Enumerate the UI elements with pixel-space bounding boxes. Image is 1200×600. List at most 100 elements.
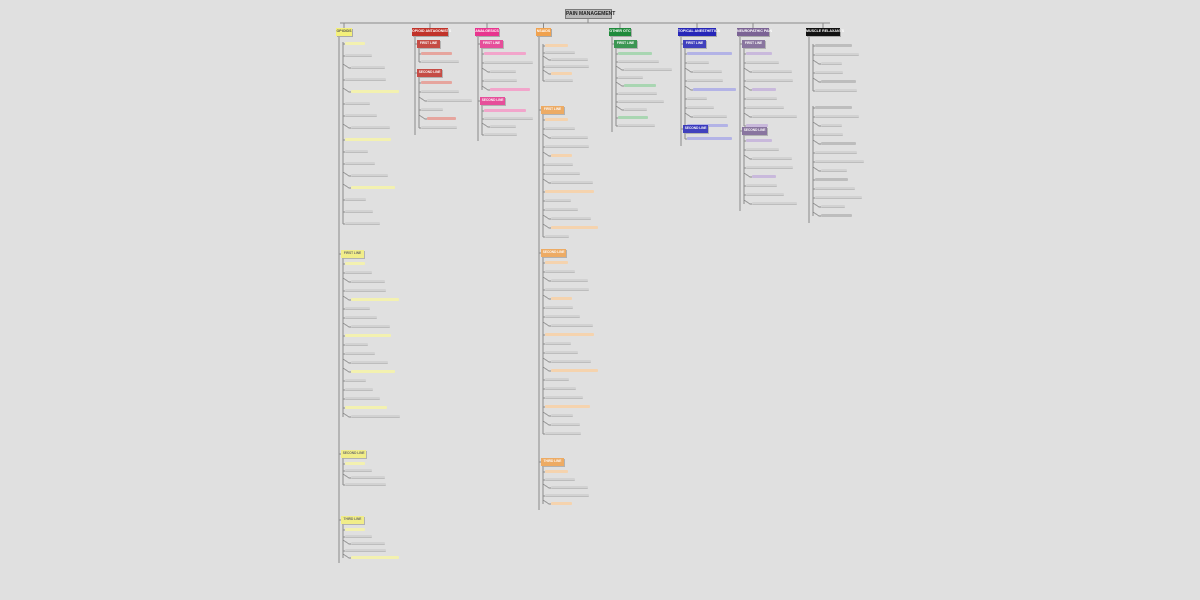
- leaf-muscle-relaxants-1-4[interactable]: [821, 142, 856, 145]
- leaf-analgesics-1-1[interactable]: [484, 117, 533, 120]
- category-analgesics[interactable]: ANALGESICS: [475, 28, 499, 36]
- leaf-other-otc-0-6[interactable]: [618, 100, 664, 103]
- leaf-nsaids-2-6[interactable]: [545, 315, 580, 318]
- leaf-opioids-0-10[interactable]: [345, 162, 375, 165]
- leaf-opioids-1-14[interactable]: [345, 388, 373, 391]
- leaf-opioids-1-13[interactable]: [345, 379, 366, 382]
- leaf-nsaids-2-7[interactable]: [551, 324, 593, 327]
- leaf-nsaids-0-2[interactable]: [551, 58, 588, 61]
- leaf-opioids-1-2[interactable]: [351, 280, 385, 283]
- leaf-muscle-relaxants-0-5[interactable]: [815, 89, 857, 92]
- group-nsaids-1[interactable]: FIRST LINE: [541, 106, 564, 114]
- leaf-nsaids-3-4[interactable]: [551, 502, 572, 505]
- leaf-nsaids-0-4[interactable]: [551, 72, 572, 75]
- leaf-opioids-0-3[interactable]: [345, 78, 386, 81]
- leaf-nsaids-1-11[interactable]: [551, 217, 591, 220]
- leaf-topical-anesthetics-0-1[interactable]: [687, 61, 709, 64]
- leaf-neuropathic-pain-0-7[interactable]: [752, 115, 797, 118]
- leaf-opioids-1-12[interactable]: [351, 370, 395, 373]
- leaf-analgesics-0-1[interactable]: [484, 61, 533, 64]
- leaf-opioids-1-11[interactable]: [351, 361, 388, 364]
- leaf-muscle-relaxants-1-12[interactable]: [821, 214, 852, 217]
- leaf-nsaids-1-3[interactable]: [545, 145, 589, 148]
- leaf-neuropathic-pain-1-0[interactable]: [746, 139, 772, 142]
- leaf-nsaids-1-4[interactable]: [551, 154, 572, 157]
- leaf-nsaids-1-12[interactable]: [551, 226, 598, 229]
- leaf-neuropathic-pain-0-0[interactable]: [746, 52, 772, 55]
- leaf-topical-anesthetics-0-4[interactable]: [693, 88, 736, 91]
- leaf-nsaids-2-16[interactable]: [545, 405, 590, 408]
- leaf-nsaids-0-0[interactable]: [545, 44, 568, 47]
- leaf-opioid-antagonists-1-0[interactable]: [421, 81, 452, 84]
- leaf-nsaids-1-9[interactable]: [545, 199, 571, 202]
- leaf-nsaids-2-8[interactable]: [545, 333, 594, 336]
- leaf-opioids-3-0[interactable]: [345, 528, 365, 531]
- leaf-muscle-relaxants-1-6[interactable]: [815, 160, 864, 163]
- leaf-opioids-2-2[interactable]: [351, 476, 385, 479]
- leaf-opioids-2-0[interactable]: [345, 462, 365, 465]
- leaf-neuropathic-pain-1-4[interactable]: [752, 175, 776, 178]
- leaf-nsaids-0-5[interactable]: [545, 79, 573, 82]
- group-other-otc-0[interactable]: FIRST LINE: [614, 40, 637, 48]
- leaf-opioid-antagonists-1-5[interactable]: [421, 126, 457, 129]
- leaf-other-otc-0-0[interactable]: [618, 52, 652, 55]
- leaf-opioid-antagonists-1-2[interactable]: [427, 99, 472, 102]
- leaf-nsaids-0-1[interactable]: [545, 51, 575, 54]
- leaf-opioids-1-4[interactable]: [351, 298, 399, 301]
- leaf-nsaids-3-1[interactable]: [545, 478, 575, 481]
- leaf-analgesics-0-4[interactable]: [490, 88, 530, 91]
- leaf-opioids-2-1[interactable]: [345, 469, 372, 472]
- leaf-opioid-antagonists-0-0[interactable]: [421, 52, 452, 55]
- leaf-nsaids-1-10[interactable]: [545, 208, 578, 211]
- leaf-nsaids-1-8[interactable]: [545, 190, 594, 193]
- leaf-opioids-3-4[interactable]: [351, 556, 399, 559]
- leaf-neuropathic-pain-0-3[interactable]: [746, 79, 793, 82]
- leaf-nsaids-2-14[interactable]: [545, 387, 576, 390]
- leaf-opioids-3-3[interactable]: [345, 549, 386, 552]
- leaf-opioids-0-7[interactable]: [351, 126, 390, 129]
- category-muscle-relaxants[interactable]: MUSCLE RELAXANTS: [806, 28, 844, 36]
- leaf-nsaids-1-2[interactable]: [551, 136, 588, 139]
- leaf-analgesics-0-0[interactable]: [484, 52, 526, 55]
- leaf-analgesics-1-2[interactable]: [490, 125, 516, 128]
- leaf-other-otc-0-5[interactable]: [618, 92, 657, 95]
- leaf-opioids-0-13[interactable]: [345, 198, 366, 201]
- leaf-analgesics-0-2[interactable]: [490, 70, 516, 73]
- leaf-other-otc-0-4[interactable]: [624, 84, 656, 87]
- leaf-opioids-1-16[interactable]: [345, 406, 387, 409]
- group-opioids-2[interactable]: SECOND LINE: [341, 450, 367, 458]
- leaf-neuropathic-pain-1-2[interactable]: [752, 157, 792, 160]
- leaf-nsaids-2-1[interactable]: [545, 270, 575, 273]
- leaf-other-otc-0-8[interactable]: [618, 116, 648, 119]
- leaf-opioids-1-8[interactable]: [345, 334, 391, 337]
- leaf-nsaids-2-19[interactable]: [545, 432, 581, 435]
- leaf-neuropathic-pain-0-6[interactable]: [746, 106, 784, 109]
- leaf-nsaids-2-3[interactable]: [545, 288, 589, 291]
- leaf-muscle-relaxants-1-0[interactable]: [815, 106, 852, 109]
- leaf-neuropathic-pain-0-2[interactable]: [752, 70, 792, 73]
- leaf-opioids-0-14[interactable]: [345, 210, 373, 213]
- leaf-nsaids-2-5[interactable]: [545, 306, 573, 309]
- leaf-nsaids-1-0[interactable]: [545, 118, 568, 121]
- leaf-analgesics-1-3[interactable]: [484, 133, 517, 136]
- leaf-topical-anesthetics-0-3[interactable]: [687, 79, 723, 82]
- leaf-muscle-relaxants-0-3[interactable]: [815, 71, 843, 74]
- leaf-nsaids-2-9[interactable]: [545, 342, 571, 345]
- leaf-nsaids-2-0[interactable]: [545, 261, 568, 264]
- leaf-opioids-1-9[interactable]: [345, 343, 368, 346]
- leaf-muscle-relaxants-1-2[interactable]: [821, 124, 842, 127]
- leaf-analgesics-1-0[interactable]: [484, 109, 526, 112]
- leaf-nsaids-2-10[interactable]: [545, 351, 578, 354]
- leaf-opioids-0-5[interactable]: [345, 102, 370, 105]
- leaf-nsaids-2-13[interactable]: [545, 378, 569, 381]
- leaf-nsaids-2-2[interactable]: [551, 279, 588, 282]
- leaf-muscle-relaxants-0-1[interactable]: [815, 53, 859, 56]
- leaf-other-otc-0-1[interactable]: [618, 60, 659, 63]
- leaf-opioids-0-6[interactable]: [345, 114, 377, 117]
- leaf-opioids-1-6[interactable]: [345, 316, 377, 319]
- leaf-nsaids-2-11[interactable]: [551, 360, 591, 363]
- leaf-opioids-0-8[interactable]: [345, 138, 391, 141]
- leaf-opioids-1-7[interactable]: [351, 325, 390, 328]
- leaf-nsaids-0-3[interactable]: [545, 65, 589, 68]
- group-neuropathic-pain-0[interactable]: FIRST LINE: [742, 40, 765, 48]
